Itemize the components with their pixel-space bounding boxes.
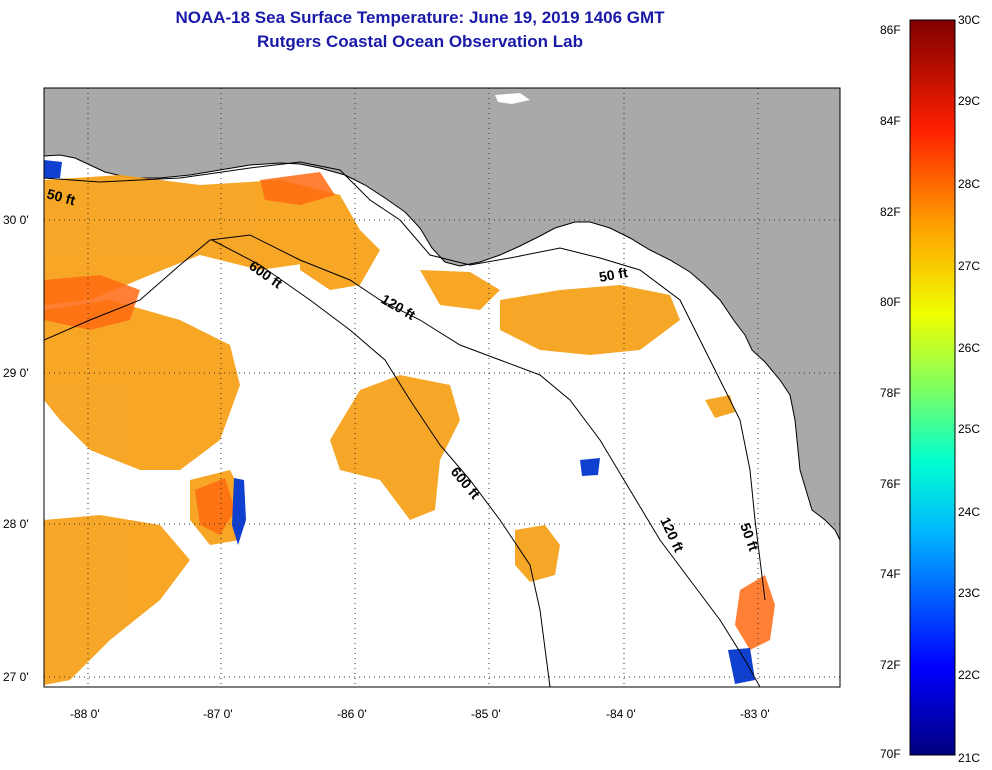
colorbar-f-86: 86F [880, 23, 901, 37]
colorbar-c-28: 28C [958, 177, 980, 191]
lon-label-85: -85 0' [471, 707, 501, 721]
lon-label-84: -84 0' [606, 707, 636, 721]
lat-label-27: 27 0' [3, 670, 29, 684]
colorbar-c-29: 29C [958, 94, 980, 108]
colorbar-f-84: 84F [880, 114, 901, 128]
lon-label-88: -88 0' [70, 707, 100, 721]
colorbar-f-76: 76F [880, 477, 901, 491]
contour-120ft [44, 234, 761, 687]
colorbar-c-27: 27C [958, 259, 980, 273]
map-frame [43, 87, 841, 688]
lon-label-87: -87 0' [203, 707, 233, 721]
warm-sst-patches [44, 175, 735, 685]
colorbar-c-21: 21C [958, 751, 980, 765]
contour-label-50ft-west: 50 ft [45, 185, 77, 208]
lon-label-86: -86 0' [337, 707, 367, 721]
colorbar-c-26: 26C [958, 341, 980, 355]
colorbar [909, 19, 956, 756]
contour-600ft [211, 239, 551, 687]
colorbar-f-78: 78F [880, 386, 901, 400]
lat-label-28: 28 0' [3, 517, 29, 531]
hot-sst-patches [44, 172, 775, 650]
land-mass [44, 88, 840, 541]
tampa-bay [805, 520, 830, 600]
cool-sst-patches [44, 160, 755, 684]
contour-label-50ft-big-bend: 50 ft [598, 264, 629, 285]
map-title: NOAA-18 Sea Surface Temperature: June 19… [175, 8, 665, 27]
colorbar-f-74: 74F [880, 567, 901, 581]
map-subtitle: Rutgers Coastal Ocean Observation Lab [257, 32, 583, 51]
colorbar-c-23: 23C [958, 586, 980, 600]
colorbar-c-30: 30C [958, 13, 980, 27]
lat-label-29: 29 0' [3, 366, 29, 380]
colorbar-f-70: 70F [880, 747, 901, 761]
colorbar-f-82: 82F [880, 205, 901, 219]
colorbar-f-80: 80F [880, 295, 901, 309]
lon-label-83: -83 0' [740, 707, 770, 721]
inland-lake [495, 93, 530, 104]
contour-50ft [44, 161, 766, 601]
colorbar-f-72: 72F [880, 658, 901, 672]
colorbar-c-24: 24C [958, 505, 980, 519]
colorbar-c-25: 25C [958, 422, 980, 436]
colorbar-c-22: 22C [958, 668, 980, 682]
lat-label-30: 30 0' [3, 213, 29, 227]
